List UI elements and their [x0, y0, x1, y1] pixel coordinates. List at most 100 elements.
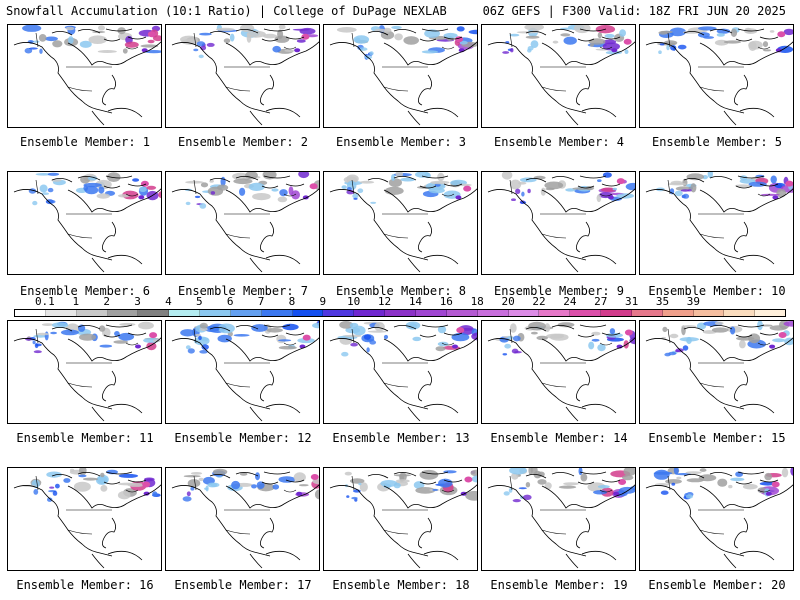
ensemble-member-map-16 — [7, 467, 162, 571]
ensemble-member-map-17 — [165, 467, 320, 571]
ensemble-map-svg — [13, 321, 161, 422]
colorbar-segment — [570, 310, 602, 316]
ensemble-member-label: Ensemble Member: 1 — [19, 135, 151, 149]
colorbar-segment — [45, 310, 77, 316]
ensemble-map-svg — [171, 25, 319, 126]
colorbar-tick-label: 35 — [655, 295, 670, 308]
colorbar-tick-label: 20 — [501, 295, 515, 308]
colorbar-segment — [323, 310, 355, 316]
ensemble-map-svg — [329, 321, 477, 422]
ensemble-member-map-8 — [323, 171, 478, 275]
colorbar-tick-label: 9 — [319, 295, 327, 308]
colorbar-tick-label: 4 — [165, 295, 172, 308]
ensemble-member-label: Ensemble Member: 2 — [177, 135, 309, 149]
ensemble-map-svg — [329, 469, 477, 569]
ensemble-map-svg — [171, 172, 319, 273]
model-run-info: 06Z GEFS | F300 Valid: 18Z FRI JUN 20 20… — [482, 4, 786, 18]
colorbar-segment — [15, 310, 46, 316]
colorbar-segment — [539, 310, 571, 316]
ensemble-member-label: Ensemble Member: 9 — [493, 284, 625, 298]
colorbar-segment — [230, 310, 262, 316]
colorbar-tick-label: 6 — [226, 295, 234, 308]
ensemble-map-svg — [487, 25, 635, 126]
ensemble-member-label: Ensemble Member: 6 — [19, 284, 151, 298]
colorbar-tick-label: 24 — [563, 295, 577, 308]
colorbar-tick-label: 1 — [72, 295, 80, 308]
ensemble-member-map-12 — [165, 320, 320, 424]
colorbar-tick-label: 31 — [624, 295, 639, 308]
snowfall-colorbar — [14, 309, 786, 317]
ensemble-member-label: Ensemble Member: 16 — [16, 578, 154, 592]
ensemble-member-label: Ensemble Member: 14 — [490, 431, 628, 445]
ensemble-member-map-19 — [481, 467, 636, 571]
ensemble-member-map-1 — [7, 24, 162, 128]
colorbar-segment — [446, 310, 478, 316]
colorbar-tick-label: 2 — [103, 295, 110, 308]
colorbar-tick-label: 10 — [347, 295, 361, 308]
ensemble-map-svg — [13, 172, 161, 273]
ensemble-member-map-6 — [7, 171, 162, 275]
colorbar-tick-label: 3 — [134, 295, 141, 308]
ensemble-member-map-15 — [639, 320, 794, 424]
ensemble-member-map-9 — [481, 171, 636, 275]
ensemble-member-map-7 — [165, 171, 320, 275]
ensemble-map-svg — [645, 172, 793, 273]
colorbar-segment — [169, 310, 201, 316]
ensemble-member-map-14 — [481, 320, 636, 424]
ensemble-member-label: Ensemble Member: 13 — [332, 431, 470, 445]
colorbar-tick-label: 5 — [195, 295, 203, 308]
ensemble-member-label: Ensemble Member: 20 — [648, 578, 786, 592]
ensemble-map-svg — [329, 172, 477, 273]
ensemble-member-label: Ensemble Member: 11 — [16, 431, 154, 445]
ensemble-member-map-20 — [639, 467, 794, 571]
colorbar-segment — [76, 310, 108, 316]
colorbar-tick-labels: 0.1 1 2 3 4 5 6 7 8 9 10 12 14 16 18 20 22 24 27 31 35 39 — [14, 296, 786, 308]
colorbar-segment — [200, 310, 231, 316]
colorbar-segment — [477, 310, 509, 316]
ensemble-member-label: Ensemble Member: 3 — [335, 135, 467, 149]
ensemble-member-map-5 — [639, 24, 794, 128]
ensemble-member-label: Ensemble Member: 17 — [174, 578, 312, 592]
colorbar-tick-label: 0.1 — [34, 295, 55, 308]
colorbar-segment — [508, 310, 540, 316]
ensemble-member-map-18 — [323, 467, 478, 571]
colorbar-segment — [693, 310, 725, 316]
ensemble-member-map-4 — [481, 24, 636, 128]
ensemble-map-svg — [329, 25, 477, 126]
colorbar-tick-label: 22 — [532, 295, 546, 308]
colorbar-segment — [138, 310, 170, 316]
colorbar-segment — [724, 310, 756, 316]
ensemble-map-svg — [13, 25, 161, 126]
ensemble-member-map-13 — [323, 320, 478, 424]
colorbar-segment — [601, 310, 632, 316]
ensemble-map-svg — [645, 26, 793, 126]
colorbar-tick-label: 39 — [686, 295, 700, 308]
colorbar-segment — [261, 310, 293, 316]
ensemble-member-label: Ensemble Member: 19 — [490, 578, 628, 592]
ensemble-map-svg — [13, 468, 161, 569]
colorbar-segment — [662, 310, 694, 316]
colorbar-tick-label: 14 — [408, 295, 423, 308]
ensemble-member-label: Ensemble Member: 18 — [332, 578, 470, 592]
colorbar-segment — [415, 310, 447, 316]
colorbar-segment — [385, 310, 416, 316]
colorbar-tick-label: 12 — [377, 295, 392, 308]
ensemble-map-svg — [645, 321, 793, 422]
colorbar-segment — [755, 310, 786, 316]
ensemble-map-svg — [171, 468, 319, 569]
ensemble-member-map-3 — [323, 24, 478, 128]
ensemble-member-label: Ensemble Member: 5 — [651, 135, 783, 149]
colorbar-tick-label: 27 — [594, 295, 608, 308]
ensemble-map-svg — [487, 172, 635, 273]
ensemble-member-label: Ensemble Member: 7 — [177, 284, 309, 298]
ensemble-map-svg — [645, 468, 793, 569]
colorbar-segment — [354, 310, 386, 316]
colorbar-tick-label: 16 — [439, 295, 453, 308]
ensemble-map-svg — [487, 468, 635, 569]
ensemble-map-svg — [171, 321, 319, 422]
colorbar-tick-label: 8 — [288, 295, 296, 308]
ensemble-map-svg — [487, 321, 635, 422]
ensemble-member-label: Ensemble Member: 15 — [648, 431, 786, 445]
colorbar-segment — [107, 310, 139, 316]
colorbar-segment — [631, 310, 663, 316]
